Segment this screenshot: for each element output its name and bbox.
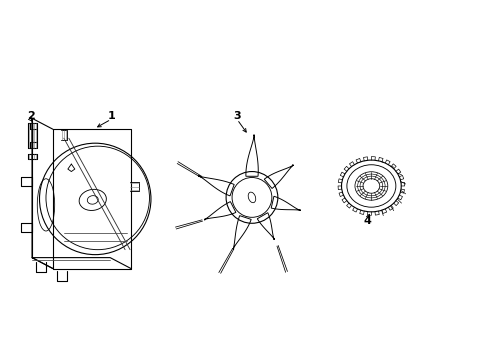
Text: 3: 3 [233, 111, 241, 121]
Text: 1: 1 [107, 111, 115, 121]
Text: 2: 2 [27, 111, 34, 121]
Text: 4: 4 [363, 216, 371, 226]
